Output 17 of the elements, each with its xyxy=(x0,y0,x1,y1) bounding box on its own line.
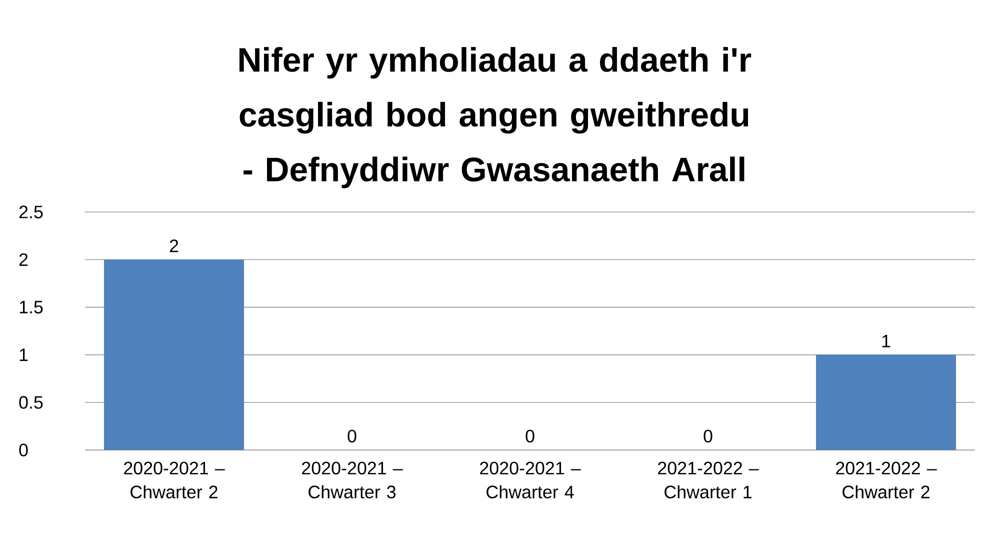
data-label: 2 xyxy=(170,240,178,252)
y-tick-label: 1 xyxy=(20,348,28,361)
x-tick-label: 2020-2021 – Chwarter 2 xyxy=(124,462,225,498)
y-tick-label: 2 xyxy=(19,253,28,266)
x-tick-label: 2021-2022 – Chwarter 2 xyxy=(836,462,937,498)
x-tick-label: 2021-2022 – Chwarter 1 xyxy=(658,462,759,498)
y-tick-label: 0 xyxy=(19,444,28,456)
x-tick-label: 2020-2021 – Chwarter 4 xyxy=(480,462,581,498)
chart-title: Nifer yr ymholiadau a ddaeth i'r casgliad bod angen gweithredu - Defnyddiwr Gwasanaeth Arall xyxy=(239,47,752,188)
data-label: 0 xyxy=(348,430,356,442)
data-label: 1 xyxy=(882,334,890,348)
data-label: 0 xyxy=(704,430,712,442)
x-tick-label: 2020-2021 – Chwarter 3 xyxy=(302,462,403,498)
data-label: 0 xyxy=(526,430,534,442)
y-tick-label: 2.5 xyxy=(19,206,43,218)
y-tick-label: 1.5 xyxy=(20,300,43,314)
y-tick-label: 0.5 xyxy=(19,396,43,409)
